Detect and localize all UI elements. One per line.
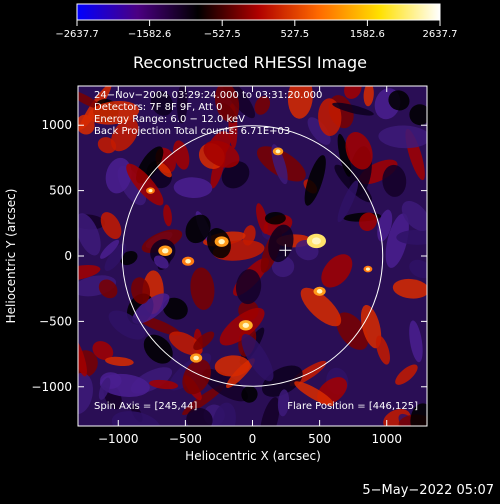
info-line-method: Back Projection Total counts: 6.71E+03	[94, 126, 290, 137]
flare-position-marker	[279, 244, 292, 257]
x-tick-label: 1000	[371, 432, 402, 446]
colorbar-tick-label: 1582.6	[350, 29, 385, 40]
spin-axis-label: Spin Axis = [245,44]	[94, 401, 197, 412]
y-tick-label: 1000	[41, 118, 72, 132]
chart-title: Reconstructed RHESSI Image	[133, 53, 367, 72]
y-axis-label: Heliocentric Y (arcsec)	[4, 189, 18, 324]
colorbar-tick-label: 2637.7	[423, 29, 458, 40]
flare-position-label: Flare Position = [446,125]	[287, 401, 418, 412]
y-tick-label: −500	[39, 314, 72, 328]
colorbar-tick-label: −2637.7	[55, 29, 98, 40]
y-tick-label: 500	[49, 184, 72, 198]
x-axis-label: Heliocentric X (arcsec)	[185, 449, 321, 463]
colorbar	[76, 3, 441, 21]
x-tick-label: 0	[249, 432, 257, 446]
info-line-energy: Energy Range: 6.0 − 12.0 keV	[94, 114, 245, 125]
x-tick-label: −1000	[98, 432, 139, 446]
solar-limb-circle	[121, 125, 384, 387]
x-tick-label: 500	[308, 432, 331, 446]
info-line-detectors: Detectors: 7F 8F 9F, Att 0	[94, 102, 222, 113]
info-line-time: 24−Nov−2004 03:29:24.000 to 03:31:20.000	[94, 90, 322, 101]
heatmap-image	[78, 86, 427, 426]
y-tick-label: 0	[64, 249, 72, 263]
heatmap-blobs	[78, 86, 427, 426]
colorbar-ticks: −2637.7 −1582.6 −527.5 527.5 1582.6 2637.7	[55, 20, 458, 40]
colorbar-tick-label: −527.5	[204, 29, 241, 40]
y-tick-label: −1000	[31, 380, 72, 394]
colorbar-tick-label: 527.5	[280, 29, 309, 40]
axes: −1000 −500 0 500 1000 1000 500 0 −500 −1000	[31, 86, 427, 446]
x-tick-label: −500	[169, 432, 202, 446]
colorbar-tick-label: −1582.6	[128, 29, 171, 40]
footer-timestamp: 5−May−2022 05:07	[362, 483, 494, 498]
